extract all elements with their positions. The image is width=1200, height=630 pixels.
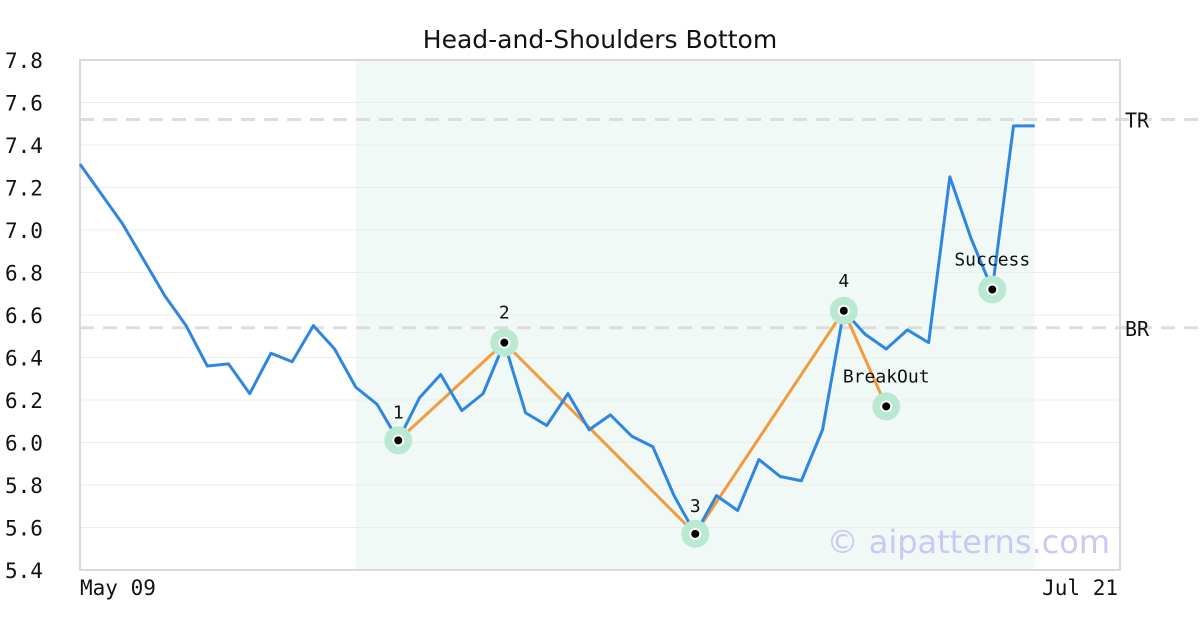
- marker-label-2: 2: [499, 303, 510, 324]
- marker-dot-1: [394, 436, 403, 445]
- y-tick-label: 5.8: [5, 474, 43, 498]
- y-axis-ticks: 5.4 5.6 5.8 6.0 6.2 6.4 6.6 6.8 7.0 7.2 7.4 7.6 7.8: [5, 49, 43, 583]
- marker-dot-3: [691, 529, 700, 538]
- marker-label-3: 3: [690, 496, 701, 517]
- y-tick-label: 6.2: [5, 389, 43, 413]
- marker-label-1: 1: [393, 402, 404, 423]
- y-tick-label: 7.6: [5, 92, 43, 116]
- marker-dot-breakout: [882, 402, 891, 411]
- level-label-br: BR: [1125, 317, 1150, 341]
- marker-label-4: 4: [838, 271, 849, 292]
- y-tick-label: 6.4: [5, 347, 43, 371]
- pattern-markers: 1 2 3 4 BreakOut Success: [384, 250, 1030, 548]
- marker-dot-4: [839, 306, 848, 315]
- plot-frame: [79, 59, 1121, 571]
- x-label-start: May 09: [80, 576, 156, 600]
- marker-dot-success: [988, 285, 997, 294]
- y-tick-label: 6.6: [5, 304, 43, 328]
- marker-dot-2: [500, 338, 509, 347]
- x-label-end: Jul 21: [1042, 576, 1118, 600]
- y-tick-label: 7.8: [5, 49, 43, 73]
- chart-title: Head-and-Shoulders Bottom: [423, 25, 777, 54]
- y-tick-label: 7.4: [5, 134, 43, 158]
- level-lines: TR BR: [80, 109, 1200, 341]
- y-tick-label: 6.8: [5, 262, 43, 286]
- price-line: [78, 124, 1035, 536]
- marker-label-success: Success: [954, 250, 1030, 271]
- y-tick-label: 7.0: [5, 219, 43, 243]
- level-label-tr: TR: [1125, 109, 1150, 133]
- y-tick-label: 5.4: [5, 559, 43, 583]
- marker-label-breakout: BreakOut: [843, 366, 930, 387]
- pattern-segment: [503, 341, 697, 535]
- y-tick-label: 7.2: [5, 177, 43, 201]
- watermark: © aipatterns.com: [827, 523, 1110, 561]
- y-tick-label: 5.6: [5, 517, 43, 541]
- pattern-segment: [842, 310, 888, 407]
- y-tick-label: 6.0: [5, 432, 43, 456]
